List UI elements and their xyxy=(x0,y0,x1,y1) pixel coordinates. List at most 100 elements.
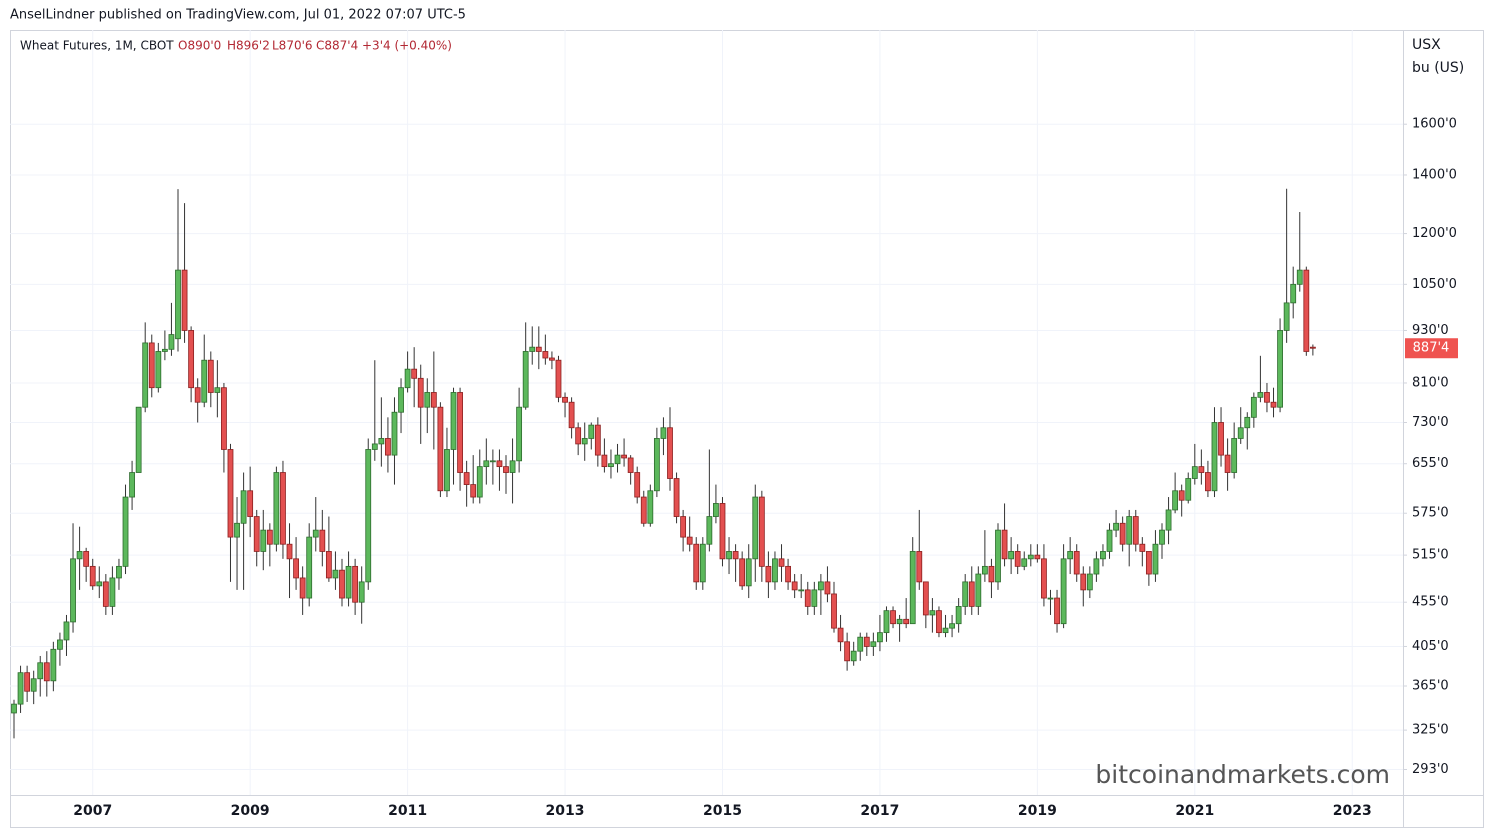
candle-body xyxy=(1244,416,1251,429)
candle-body xyxy=(253,516,260,552)
candle-body xyxy=(522,351,529,408)
x-tick-label: 2021 xyxy=(1175,803,1214,819)
x-tick-label: 2015 xyxy=(703,803,742,819)
candle-body xyxy=(1008,551,1015,560)
ohlc-high: H896'2 xyxy=(227,39,270,53)
candle-body xyxy=(1001,529,1008,560)
candle-body xyxy=(660,427,667,439)
candle-body xyxy=(863,636,870,647)
candle-body xyxy=(260,529,267,552)
candle-body xyxy=(726,551,732,560)
candle-body xyxy=(1309,346,1316,349)
candle-body xyxy=(929,610,936,616)
y-tick-label: 810'0 xyxy=(1412,375,1449,390)
candle-body xyxy=(227,449,234,538)
candle-body xyxy=(50,648,57,682)
candle-body xyxy=(988,565,995,583)
candle-body xyxy=(962,581,969,607)
candle-body xyxy=(673,478,680,517)
y-tick-label: 730'0 xyxy=(1412,415,1449,430)
candle-body xyxy=(975,573,982,607)
candle-body xyxy=(175,269,181,340)
candle-body xyxy=(148,342,155,389)
candle-body xyxy=(877,632,883,643)
last-price-label: 887'4 xyxy=(1413,341,1450,356)
candle-body xyxy=(391,411,398,456)
candle-body xyxy=(516,406,523,462)
candle-body xyxy=(142,342,149,408)
candle-body xyxy=(581,438,588,445)
candle-body xyxy=(529,346,536,352)
candle-body xyxy=(653,438,660,492)
candle-body xyxy=(634,472,641,498)
candle-body xyxy=(1113,522,1119,531)
y-tick-label: 930'0 xyxy=(1412,323,1449,338)
candle-body xyxy=(817,581,824,591)
candle-body xyxy=(870,641,877,647)
candle-body xyxy=(765,565,772,583)
watermark: bitcoinandmarkets.com xyxy=(1095,760,1390,789)
candle-body xyxy=(680,516,687,538)
candle-body xyxy=(135,406,142,473)
candle-body xyxy=(181,269,188,331)
candles xyxy=(11,188,1316,739)
candle-body xyxy=(463,472,470,485)
candle-body xyxy=(437,406,444,492)
candle-body xyxy=(955,606,962,625)
candle-body xyxy=(1067,551,1074,560)
candle-body xyxy=(319,529,326,552)
candle-body xyxy=(693,543,700,583)
candle-body xyxy=(667,427,673,479)
chart-title: Wheat Futures, 1M, CBOT xyxy=(20,39,174,53)
candle-body xyxy=(936,610,942,634)
candle-body xyxy=(627,457,634,473)
candle-body xyxy=(1211,422,1218,492)
ohlc-open: O890'0 xyxy=(178,39,221,53)
y-tick-label: 1200'0 xyxy=(1412,226,1457,241)
candle-body xyxy=(844,641,851,662)
candle-body xyxy=(116,565,122,579)
candle-body xyxy=(1100,551,1106,560)
candle-body xyxy=(1224,454,1231,473)
candle-body xyxy=(1277,330,1283,408)
candle-body xyxy=(30,678,37,692)
candle-body xyxy=(811,589,818,607)
x-tick-label: 2013 xyxy=(546,803,585,819)
candle-body xyxy=(785,565,791,583)
x-tick-label: 2011 xyxy=(388,803,427,819)
candle-body xyxy=(129,472,135,498)
candle-body xyxy=(503,466,509,473)
candle-body xyxy=(968,581,975,607)
x-tick-label: 2019 xyxy=(1018,803,1057,819)
candle-body xyxy=(76,551,83,560)
candle-body xyxy=(96,581,103,587)
candle-body xyxy=(57,639,63,650)
candle-body xyxy=(1139,543,1146,552)
candle-body xyxy=(509,460,516,473)
candle-body xyxy=(713,503,719,517)
candle-body xyxy=(306,536,313,599)
candle-body xyxy=(922,581,929,616)
candle-body xyxy=(1093,558,1100,575)
y-tick-label: 1600'0 xyxy=(1412,117,1457,132)
candle-body xyxy=(1034,554,1041,560)
candle-body xyxy=(339,569,345,599)
y-tick-label: 405'0 xyxy=(1412,639,1449,654)
candle-body xyxy=(444,449,450,492)
y-tick-label: 515'0 xyxy=(1412,548,1449,563)
candle-body xyxy=(1060,558,1067,625)
y-tick-label: 1400'0 xyxy=(1412,167,1457,182)
candle-body xyxy=(1250,396,1257,418)
candle-body xyxy=(791,581,798,591)
candle-body xyxy=(981,565,988,575)
candle-body xyxy=(352,565,359,603)
candle-body xyxy=(535,346,542,352)
y-tick-label: 365'0 xyxy=(1412,678,1449,693)
candle-body xyxy=(1231,438,1238,473)
candle-body xyxy=(1152,543,1159,575)
candle-body xyxy=(240,490,247,524)
x-tick-label: 2007 xyxy=(73,803,112,819)
candle-body xyxy=(70,558,76,623)
candle-body xyxy=(489,460,496,463)
candle-body xyxy=(293,558,299,579)
